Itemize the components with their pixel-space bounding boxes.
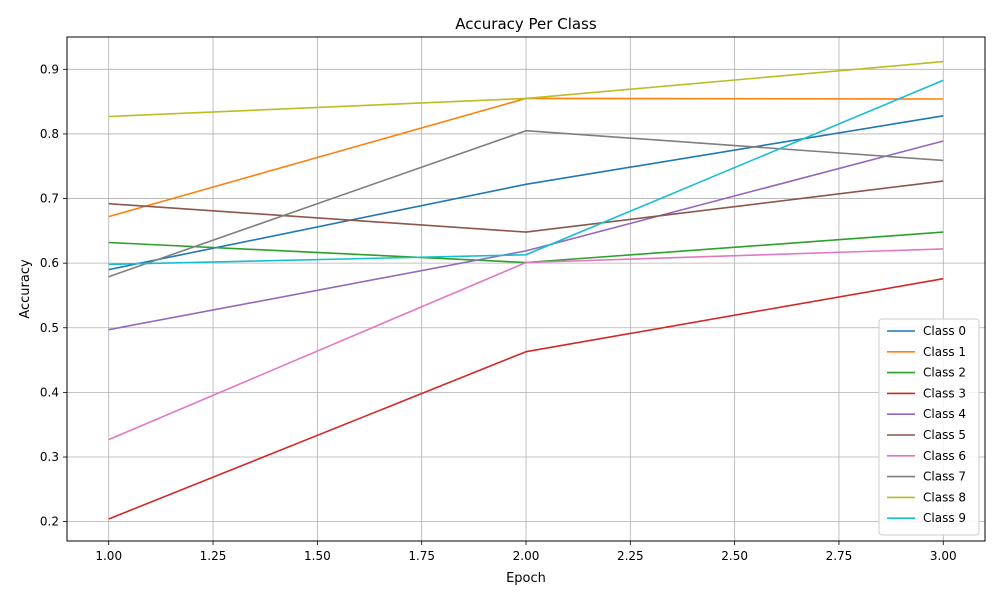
series-line-class-4 (108, 140, 944, 331)
series-line-class-6 (108, 248, 944, 441)
y-tick-label: 0.4 (40, 385, 59, 399)
x-tick-label: 2.00 (513, 549, 540, 563)
x-tick-label: 1.00 (95, 549, 122, 563)
series-lines (108, 60, 944, 520)
y-tick-label: 0.6 (40, 256, 59, 270)
x-tick-label: 1.25 (200, 549, 227, 563)
x-tick-label: 2.25 (617, 549, 644, 563)
chart-title: Accuracy Per Class (455, 15, 597, 33)
legend-label: Class 0 (923, 324, 966, 338)
series-line-class-9 (108, 79, 944, 266)
legend-label: Class 9 (923, 511, 966, 525)
x-tick-label: 2.75 (826, 549, 853, 563)
y-tick-label: 0.5 (40, 321, 59, 335)
legend-label: Class 4 (923, 407, 966, 421)
legend-label: Class 5 (923, 428, 966, 442)
x-tick-label: 3.00 (930, 549, 957, 563)
legend-label: Class 7 (923, 470, 966, 484)
y-tick-label: 0.8 (40, 127, 59, 141)
legend-label: Class 1 (923, 345, 966, 359)
y-tick-label: 0.7 (40, 192, 59, 206)
y-tick-label: 0.3 (40, 450, 59, 464)
legend-label: Class 2 (923, 366, 966, 380)
legend-label: Class 8 (923, 490, 966, 504)
x-tick-label: 1.50 (304, 549, 331, 563)
x-tick-label: 1.75 (408, 549, 435, 563)
series-line-class-8 (108, 60, 944, 118)
x-tick-label: 2.50 (721, 549, 748, 563)
legend-label: Class 3 (923, 386, 966, 400)
legend-label: Class 6 (923, 449, 966, 463)
series-line-class-3 (108, 277, 944, 520)
y-tick-label: 0.9 (40, 62, 59, 76)
legend: Class 0 Class 1 Class 2 Class 3 Class 4 Class… (878, 318, 980, 536)
axis-ticks: 1.00 1.25 1.50 1.75 2.00 2.25 2.50 2.75 3.00 0.2 0… (40, 62, 957, 563)
series-line-class-5 (108, 180, 944, 233)
series-line-class-7 (108, 129, 944, 278)
y-axis-label: Accuracy (18, 259, 33, 319)
x-axis-label: Epoch (506, 571, 546, 586)
y-tick-label: 0.2 (40, 515, 59, 529)
